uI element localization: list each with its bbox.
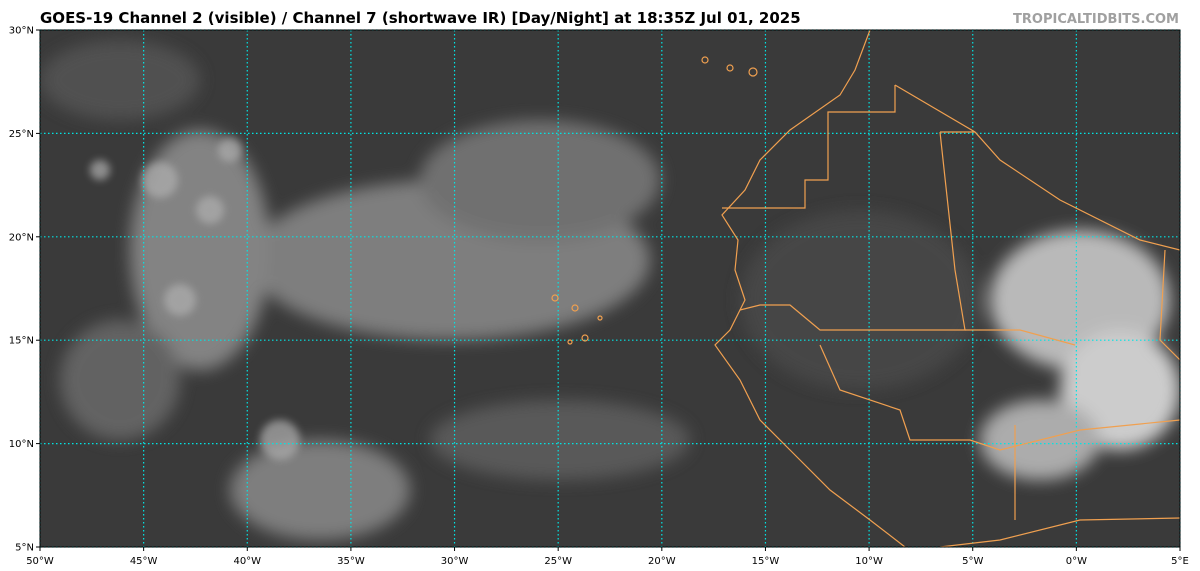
lon-tick-label: 20°W (648, 556, 676, 567)
satellite-image (40, 30, 1180, 547)
lat-tick-label: 10°N (9, 439, 34, 450)
lon-tick-label: 30°W (441, 556, 469, 567)
lon-tick-label: 35°W (337, 556, 365, 567)
lat-tick-label: 25°N (9, 129, 34, 140)
lon-tick-label: 15°W (752, 556, 780, 567)
watermark: TROPICALTIDBITS.COM (1013, 12, 1179, 27)
lon-tick-label: 5°E (1171, 556, 1189, 567)
lon-tick-label: 25°W (544, 556, 572, 567)
lon-tick-label: 10°W (855, 556, 883, 567)
coastlines (551, 30, 1180, 547)
title: GOES-19 Channel 2 (visible) / Channel 7 … (40, 9, 801, 27)
lon-tick-label: 45°W (130, 556, 158, 567)
lon-tick-label: 0°W (1066, 556, 1087, 567)
lat-tick-label: 15°N (9, 336, 34, 347)
lon-tick-label: 50°W (26, 556, 54, 567)
lon-tick-label: 40°W (233, 556, 261, 567)
lat-tick-label: 30°N (9, 26, 34, 37)
lon-tick-label: 5°W (962, 556, 983, 567)
lat-tick-label: 5°N (15, 543, 34, 554)
lat-tick-label: 20°N (9, 232, 34, 243)
map-frame (39, 29, 1181, 548)
